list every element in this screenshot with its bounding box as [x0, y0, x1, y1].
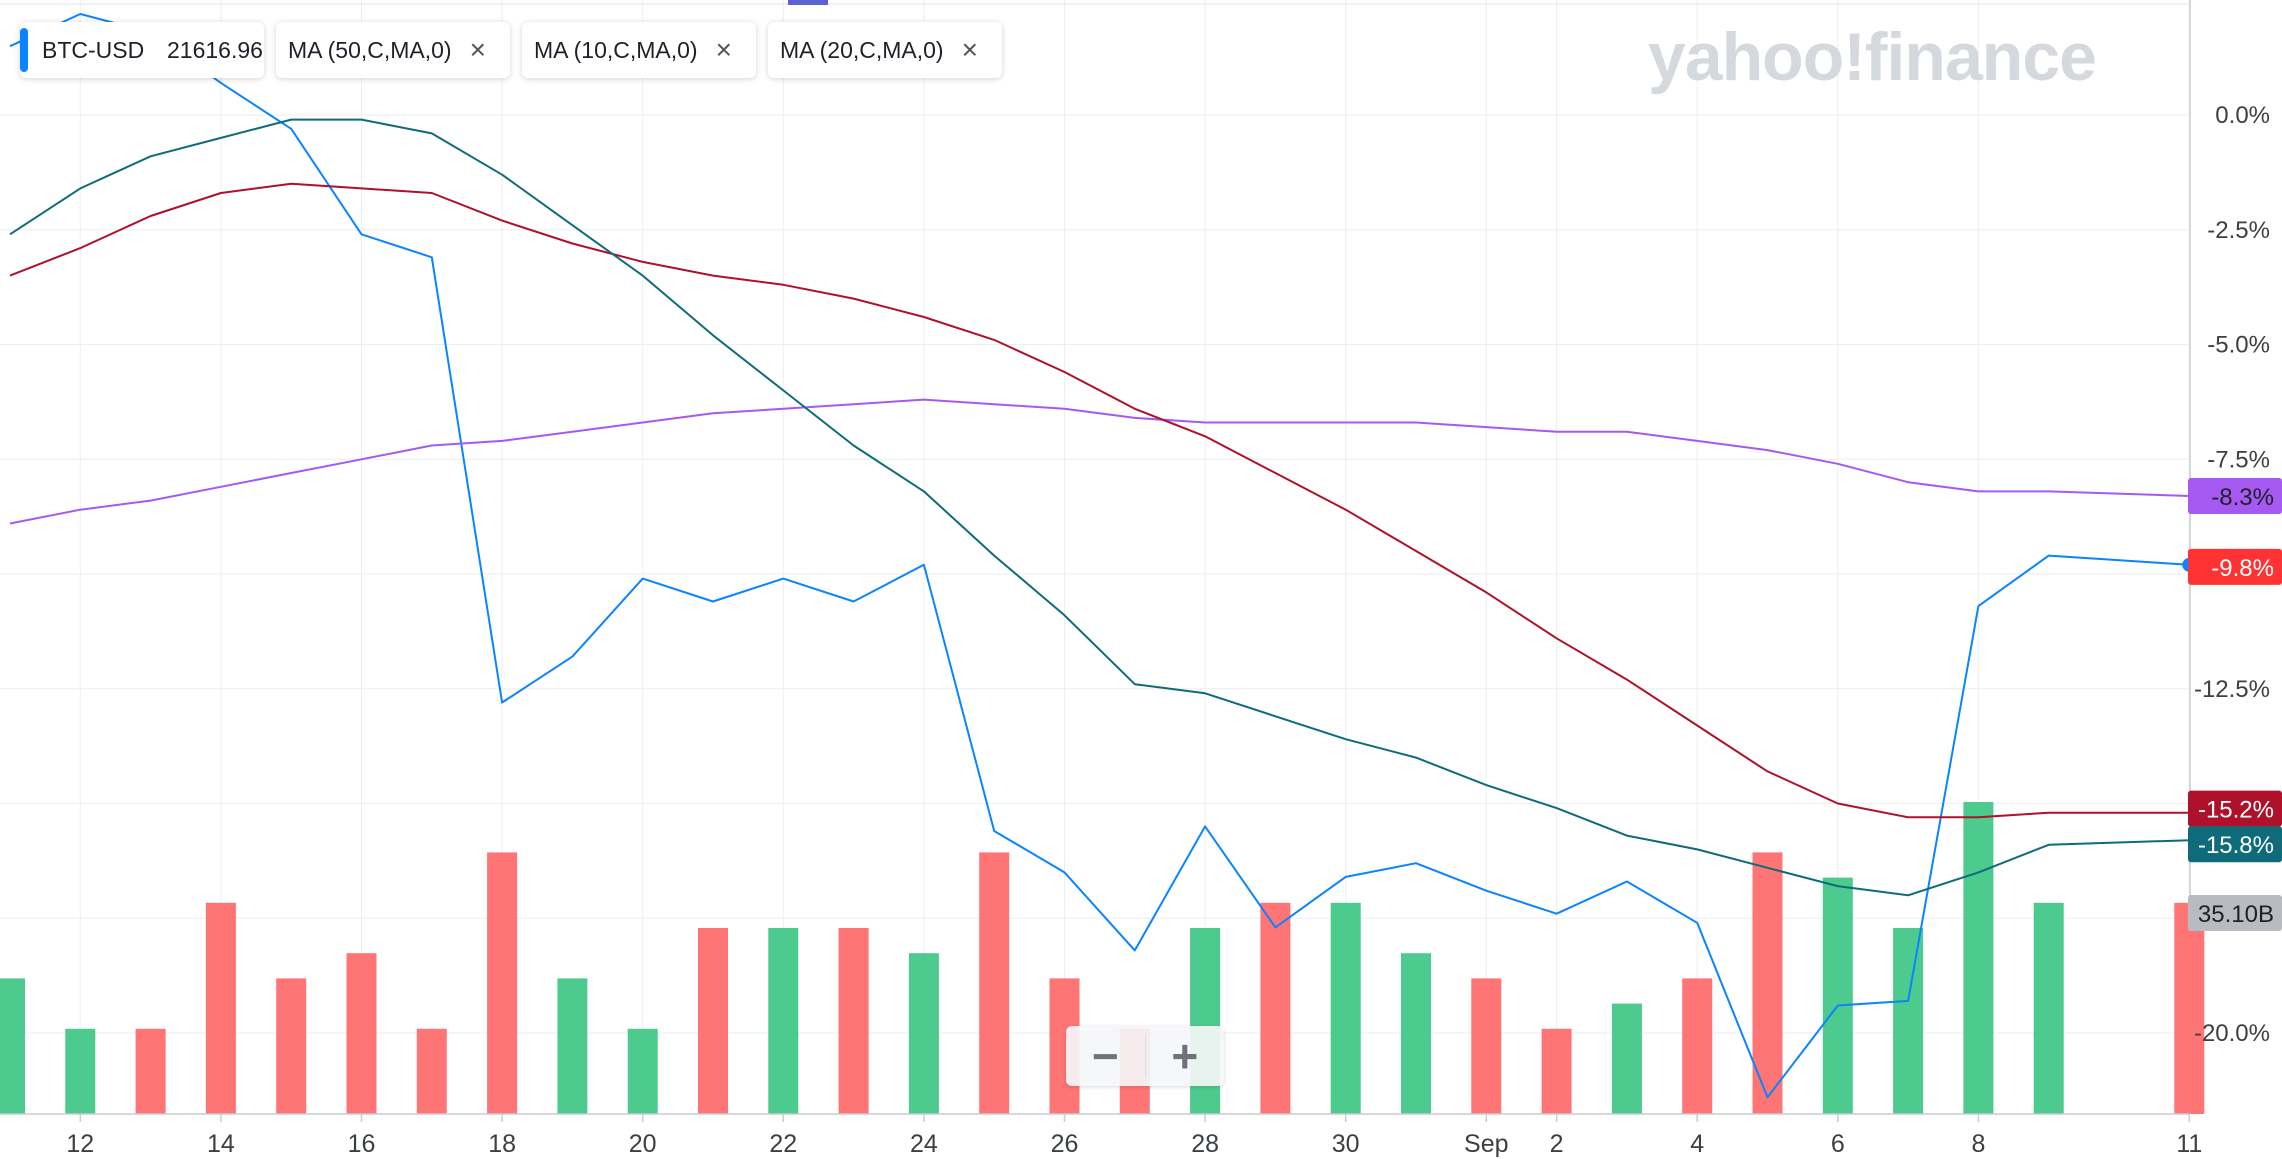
y-tick-label: -7.5% [2207, 446, 2270, 473]
symbol-label: BTC-USD [42, 36, 145, 63]
volume-bar [205, 902, 236, 1114]
volume-bar [65, 1028, 96, 1114]
volume-bar [1330, 902, 1361, 1114]
x-tick-label: 12 [66, 1130, 94, 1158]
zoom-control: − + [1066, 1026, 1224, 1086]
badge-ma20-label: -15.8% [2198, 832, 2274, 859]
x-tick-label: 6 [1831, 1130, 1845, 1158]
x-tick-label: 4 [1690, 1130, 1704, 1158]
x-tick-label: 16 [348, 1130, 376, 1158]
x-tick-label: 22 [769, 1130, 797, 1158]
x-tick-label: 20 [629, 1130, 657, 1158]
volume-bar [627, 1028, 658, 1114]
x-tick-label: 8 [1971, 1130, 1985, 1158]
symbol-chip[interactable]: BTC-USD 21616.96 [20, 22, 264, 78]
volume-bar [1822, 877, 1853, 1114]
volume-bar [2033, 902, 2064, 1114]
volume-bar [276, 978, 307, 1114]
x-tick-label: 18 [488, 1130, 516, 1158]
badge-ma10-bg [2188, 790, 2282, 827]
volume-bar [698, 928, 728, 1114]
ma10-line [9, 182, 2190, 819]
zoom-divider [1144, 1034, 1146, 1078]
indicator-label-ma10: MA (10,C,MA,0) [534, 36, 698, 63]
x-tick-label: Sep [1464, 1130, 1508, 1158]
indicator-chip-ma50[interactable]: MA (50,C,MA,0) × [276, 22, 510, 78]
badge-price: -9.8% [2188, 548, 2282, 585]
badge-price-bg [2188, 548, 2282, 585]
close-icon[interactable]: × [469, 34, 486, 65]
badge-ma20: -15.8% [2188, 826, 2282, 863]
zoom-in-button[interactable]: + [1171, 1030, 1199, 1082]
x-tick-label: 2 [1550, 1130, 1564, 1158]
y-tick-label: -12.5% [2194, 676, 2270, 703]
badge-price-label: -9.8% [2211, 555, 2274, 582]
indicator-label-ma20: MA (20,C,MA,0) [780, 36, 944, 63]
volume-bar [1541, 1028, 1572, 1114]
volume-bar [2174, 902, 2205, 1114]
y-tick-label: -20.0% [2194, 1020, 2270, 1047]
volume-bar [838, 928, 869, 1114]
volume-bar [416, 1028, 447, 1114]
volume-bar [1682, 978, 1713, 1114]
volume-bar [1190, 928, 1221, 1114]
badge-ma50-bg [2188, 477, 2282, 514]
yahoo-finance-logo: yahoo!finance [1648, 19, 2097, 95]
indicator-label-ma50: MA (50,C,MA,0) [288, 36, 452, 63]
ma20-line [9, 118, 2190, 897]
top-tab-indicator [788, 0, 828, 5]
badge-ma10: -15.2% [2188, 790, 2282, 827]
volume-bar [768, 928, 799, 1114]
volume-bar [908, 953, 939, 1114]
volume-bar [557, 978, 588, 1114]
price-line [9, 13, 2190, 1099]
x-tick-label: 11 [2176, 1130, 2202, 1158]
volume-bar [1963, 802, 1994, 1114]
indicator-chip-ma10[interactable]: MA (10,C,MA,0) × [522, 22, 756, 78]
indicator-chip-ma20[interactable]: MA (20,C,MA,0) × [768, 22, 1002, 78]
volume-bar [1611, 1003, 1642, 1114]
zoom-out-button[interactable]: − [1091, 1030, 1119, 1082]
badge-ma50: -8.3% [2188, 477, 2282, 514]
symbol-price: 21616.96 [167, 36, 263, 63]
x-tick-label: 14 [207, 1130, 235, 1158]
ma50-line [9, 398, 2190, 525]
volume-bar [346, 953, 377, 1114]
volume-bar [135, 1028, 166, 1114]
x-tick-label: 24 [910, 1130, 938, 1158]
badge-ma20-bg [2188, 826, 2282, 863]
volume-bar [1260, 902, 1291, 1114]
volume-bar [1471, 978, 1502, 1114]
volume-bar [1401, 953, 1431, 1114]
close-icon[interactable]: × [715, 34, 732, 65]
y-tick-label: 0.0% [2215, 102, 2270, 129]
volume-bar [1893, 928, 1924, 1114]
volume-bar [0, 978, 25, 1114]
volume-bar [1752, 852, 1783, 1114]
symbol-accent-bar [20, 28, 28, 72]
badge-volume-label: 35.10B [2198, 901, 2274, 928]
volume-bar [979, 852, 1010, 1114]
badge-volume: 35.10B [2188, 895, 2282, 931]
x-tick-label: 28 [1191, 1130, 1219, 1158]
y-tick-label: -2.5% [2207, 217, 2270, 244]
badge-ma50-label: -8.3% [2211, 484, 2274, 511]
x-tick-label: 30 [1332, 1130, 1360, 1158]
badge-volume-bg [2188, 895, 2282, 931]
close-icon[interactable]: × [961, 34, 978, 65]
x-tick-label: 26 [1051, 1130, 1079, 1158]
y-tick-label: -5.0% [2207, 332, 2270, 359]
volume-bar [487, 852, 518, 1114]
badge-ma10-label: -15.2% [2198, 797, 2274, 824]
